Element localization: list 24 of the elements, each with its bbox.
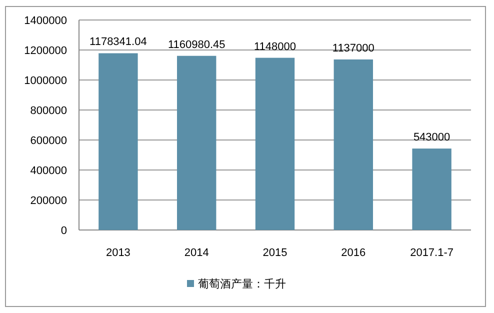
- x-tick-label: 2015: [262, 246, 288, 259]
- y-tick-label: 800000: [30, 104, 67, 117]
- y-tick-label: 1200000: [24, 44, 67, 57]
- bar: [412, 148, 452, 230]
- text: 543000: [413, 132, 450, 144]
- bar: [255, 58, 295, 230]
- text: 1160980.45: [168, 38, 226, 51]
- text: 1148000: [254, 40, 296, 53]
- y-tick-label: 0: [60, 224, 67, 237]
- bar: [334, 59, 373, 230]
- x-tick-label: 2016: [341, 246, 366, 259]
- legend-label: 葡萄酒产量：千升: [198, 277, 286, 290]
- y-tick-label: 600000: [30, 134, 67, 147]
- text: 1137000: [332, 42, 374, 54]
- y-tick-label: 400000: [30, 164, 67, 177]
- bar: [98, 53, 138, 230]
- y-tick-label: 200000: [30, 194, 67, 207]
- bar: [177, 56, 216, 230]
- x-tick-label: 2017.1-7: [410, 246, 454, 259]
- x-tick-label: 2013: [106, 246, 130, 259]
- y-tick-label: 1400000: [24, 14, 67, 27]
- text: 1178341.04: [90, 36, 147, 48]
- y-tick-label: 1000000: [24, 74, 67, 87]
- x-tick-label: 2014: [184, 246, 209, 259]
